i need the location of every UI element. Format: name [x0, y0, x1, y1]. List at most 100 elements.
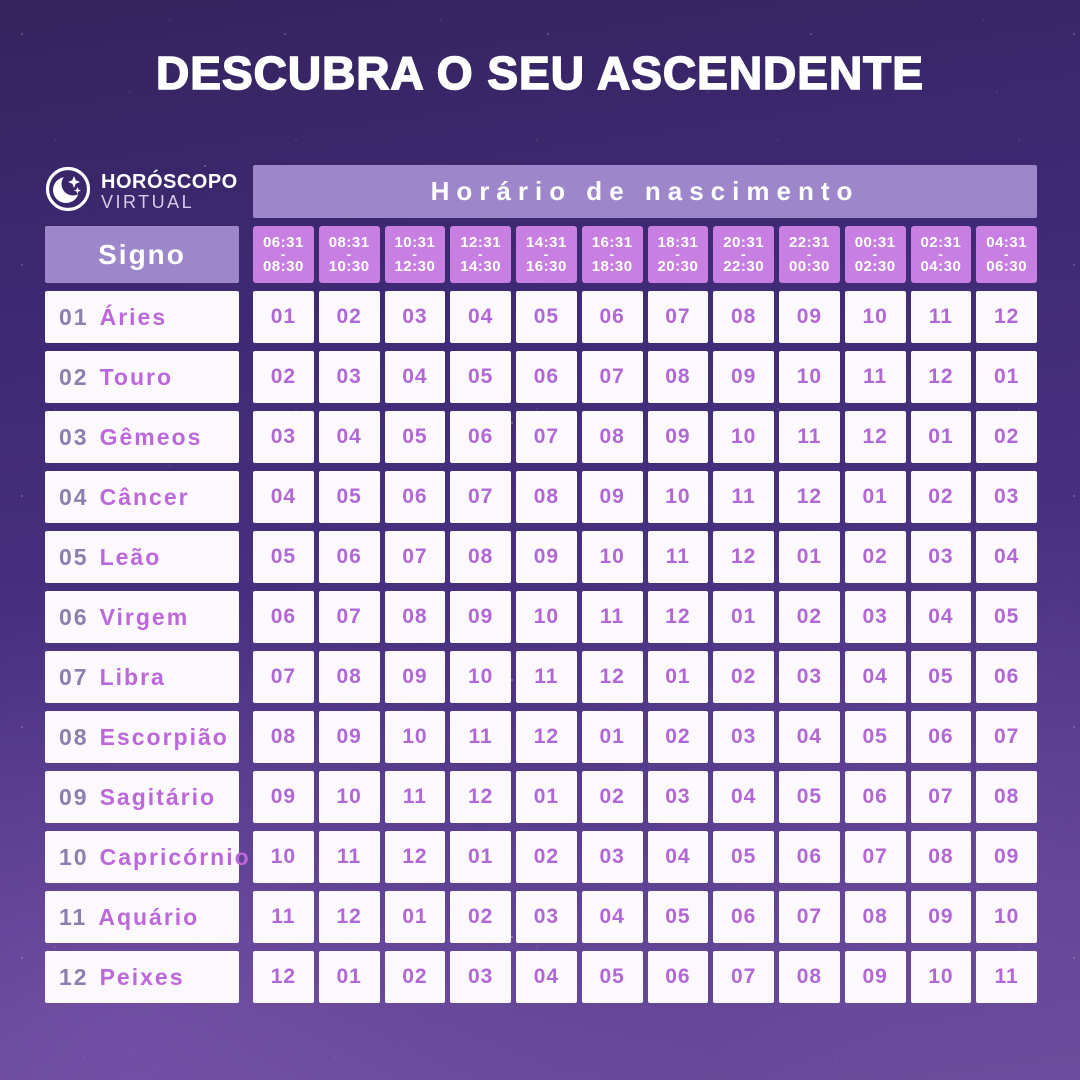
sign-name: Aquário: [98, 903, 200, 930]
grid-cell: 07: [976, 711, 1037, 763]
grid-cell: 06: [581, 291, 643, 343]
grid-cell: 03: [844, 591, 906, 643]
time-slot-header: 14:31-16:30: [516, 226, 577, 283]
time-slot-header: 06:31-08:30: [253, 226, 314, 283]
grid-cell: 01: [779, 531, 840, 583]
grid-cell: 06: [450, 411, 511, 463]
grid-cell: 06: [976, 651, 1037, 703]
grid-cell: 10: [910, 951, 972, 1003]
grid-cell: 01: [976, 351, 1037, 403]
grid-cell: 08: [779, 951, 840, 1003]
grid-cell: 06: [318, 531, 380, 583]
sign-name: Touro: [99, 363, 174, 390]
grid-cell: 06: [647, 951, 709, 1003]
grid-cell: 02: [516, 831, 577, 883]
grid-cell: 04: [647, 831, 709, 883]
time-slot-end: 08:30: [262, 257, 304, 275]
grid-cell: 11: [253, 891, 314, 943]
time-slot-separator: -: [478, 246, 484, 263]
grid-cell: 11: [318, 831, 380, 883]
grid-cell: 06: [384, 471, 446, 523]
grid-cell: 05: [910, 651, 972, 703]
sign-column-header: Signo: [45, 226, 239, 283]
sign-name: Gêmeos: [99, 423, 203, 450]
grid-cell: 03: [253, 411, 314, 463]
grid-cell: 03: [450, 951, 511, 1003]
grid-cell: 12: [910, 351, 972, 403]
grid-cell: 08: [516, 471, 577, 523]
sign-number: 12: [59, 963, 89, 990]
grid-cell: 12: [450, 771, 511, 823]
grid-cell: 11: [516, 651, 577, 703]
grid-cell: 03: [384, 291, 446, 343]
grid-cell: 06: [516, 351, 577, 403]
time-slot-start: 10:31: [394, 234, 436, 252]
grid-cell: 02: [976, 411, 1037, 463]
grid-cell: 05: [844, 711, 906, 763]
grid-cell: 11: [647, 531, 709, 583]
grid-cell: 11: [450, 711, 511, 763]
grid-cell: 10: [581, 531, 643, 583]
grid-cell: 11: [713, 471, 774, 523]
sign-number: 06: [59, 603, 89, 630]
grid-cell: 10: [779, 351, 840, 403]
grid-cell: 05: [647, 891, 709, 943]
sign-row-label: 01 Áries: [45, 291, 239, 343]
time-slot-header: 22:31-00:30: [779, 226, 840, 283]
time-slot-start: 22:31: [788, 234, 830, 252]
time-slot-header: 00:31-02:30: [844, 226, 906, 283]
grid-cell: 01: [713, 591, 774, 643]
grid-cell: 09: [844, 951, 906, 1003]
grid-cell: 01: [910, 411, 972, 463]
grid-cell: 07: [581, 351, 643, 403]
grid-cell: 09: [779, 291, 840, 343]
grid-cell: 11: [779, 411, 840, 463]
grid-cell: 09: [318, 711, 380, 763]
grid-cell: 04: [713, 771, 774, 823]
sign-row-label: 09 Sagitário: [45, 771, 239, 823]
grid-cell: 10: [318, 771, 380, 823]
grid-cell: 12: [647, 591, 709, 643]
logo-line1: HORÓSCOPO: [101, 170, 238, 193]
sign-name: Capricórnio: [99, 843, 251, 870]
grid-cell: 05: [450, 351, 511, 403]
birth-time-banner: Horário de nascimento: [253, 165, 1037, 218]
grid-cell: 07: [844, 831, 906, 883]
time-slot-end: 00:30: [788, 257, 830, 275]
grid-cell: 09: [253, 771, 314, 823]
grid-cell: 04: [844, 651, 906, 703]
sign-row-label: 10 Capricórnio: [45, 831, 249, 883]
time-slot-end: 18:30: [591, 257, 633, 275]
time-slot-start: 00:31: [854, 234, 896, 252]
sign-row-label: 08 Escorpião: [45, 711, 239, 763]
time-slot-separator: -: [938, 246, 944, 263]
grid-cell: 01: [516, 771, 577, 823]
time-slot-header: 18:31-20:30: [647, 226, 709, 283]
grid-cell: 01: [581, 711, 643, 763]
time-slot-separator: -: [412, 246, 418, 263]
grid-cell: 07: [253, 651, 314, 703]
time-slot-separator: -: [609, 246, 615, 263]
sign-name: Escorpião: [99, 723, 229, 750]
grid-cell: 03: [976, 471, 1037, 523]
grid-cell: 10: [844, 291, 906, 343]
time-slot-separator: -: [543, 246, 549, 263]
grid-cell: 11: [581, 591, 643, 643]
grid-cell: 05: [253, 531, 314, 583]
time-slot-separator: -: [806, 246, 812, 263]
time-slot-separator: -: [280, 246, 286, 263]
grid-cell: 06: [779, 831, 840, 883]
time-slot-header: 08:31-10:30: [318, 226, 380, 283]
time-slot-end: 20:30: [657, 257, 699, 275]
grid-cell: 06: [253, 591, 314, 643]
sign-row-label: 12 Peixes: [45, 951, 239, 1003]
grid-cell: 06: [844, 771, 906, 823]
grid-cell: 07: [910, 771, 972, 823]
grid-cell: 12: [713, 531, 774, 583]
time-slot-separator: -: [741, 246, 747, 263]
grid-cell: 10: [647, 471, 709, 523]
time-slot-header: 10:31-12:30: [384, 226, 446, 283]
time-slot-end: 10:30: [328, 257, 370, 275]
grid-cell: 12: [318, 891, 380, 943]
time-slot-end: 16:30: [525, 257, 567, 275]
